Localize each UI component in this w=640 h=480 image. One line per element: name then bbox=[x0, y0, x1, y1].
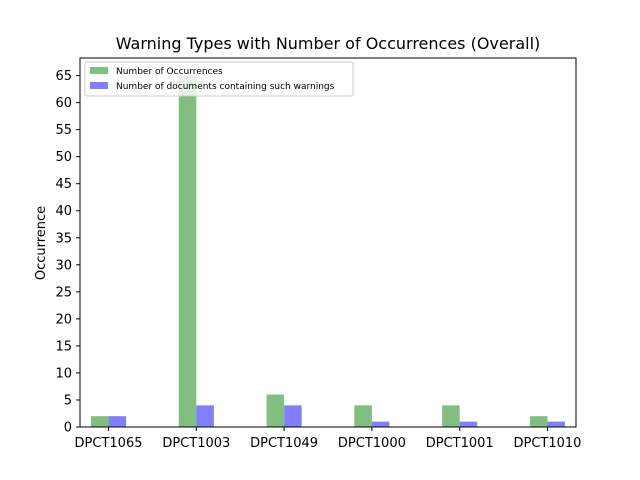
y-tick-label: 5 bbox=[64, 393, 72, 408]
y-tick-label: 20 bbox=[55, 312, 72, 327]
bar-occurrences-dpct1065 bbox=[90, 416, 109, 427]
x-tick-label: DPCT1065 bbox=[75, 436, 143, 451]
y-tick-label: 45 bbox=[55, 177, 72, 192]
y-tick-label: 25 bbox=[55, 285, 72, 300]
bar-occurrences-dpct1000 bbox=[354, 405, 372, 427]
legend-entry-label: Number of documents containing such warn… bbox=[116, 82, 335, 92]
legend-swatch bbox=[90, 67, 108, 74]
bar-documents-dpct1065 bbox=[108, 416, 127, 427]
y-tick-label: 10 bbox=[55, 366, 72, 381]
y-axis-label: Occurrence bbox=[34, 206, 49, 280]
x-tick-label: DPCT1003 bbox=[162, 436, 230, 451]
y-axis-ticks: 0 5 10 15 20 25 30 35 40 45 50 55 60 65 bbox=[55, 69, 80, 436]
bar-occurrences-dpct1010 bbox=[529, 416, 548, 427]
plot-frame bbox=[79, 57, 577, 428]
bar-documents-dpct1000 bbox=[371, 421, 390, 427]
legend: Number of Occurrences Number of documents… bbox=[84, 61, 354, 97]
bar-documents-dpct1049 bbox=[284, 405, 302, 427]
bar-documents-dpct1001 bbox=[459, 421, 478, 427]
y-tick-label: 55 bbox=[55, 123, 72, 138]
y-tick-label: 0 bbox=[64, 421, 72, 436]
chart-title: Warning Types with Number of Occurrences… bbox=[116, 34, 541, 53]
y-tick-label: 40 bbox=[55, 204, 72, 219]
y-tick-label: 15 bbox=[55, 339, 72, 354]
bar-occurrences-dpct1001 bbox=[442, 405, 460, 427]
bar-occurrences-dpct1003 bbox=[178, 75, 197, 428]
legend-box bbox=[84, 61, 354, 97]
bar-occurrences-dpct1049 bbox=[266, 394, 285, 427]
y-tick-label: 65 bbox=[55, 69, 72, 84]
y-tick-label: 60 bbox=[55, 96, 72, 111]
x-tick-label: DPCT1010 bbox=[513, 436, 581, 451]
legend-entry-label: Number of Occurrences bbox=[116, 67, 223, 77]
bar-documents-dpct1010 bbox=[547, 421, 566, 427]
x-tick-label: DPCT1000 bbox=[338, 436, 406, 451]
y-tick-label: 35 bbox=[55, 231, 72, 246]
legend-swatch bbox=[90, 82, 108, 89]
bar-documents-dpct1003 bbox=[196, 405, 214, 427]
x-tick-label: DPCT1001 bbox=[426, 436, 494, 451]
x-tick-label: DPCT1049 bbox=[250, 436, 318, 451]
y-tick-label: 50 bbox=[55, 150, 72, 165]
y-tick-label: 30 bbox=[55, 258, 72, 273]
bars-group bbox=[90, 75, 566, 428]
x-axis-ticks: DPCT1065 DPCT1003 DPCT1049 DPCT1000 DPCT1001… bbox=[75, 427, 581, 451]
